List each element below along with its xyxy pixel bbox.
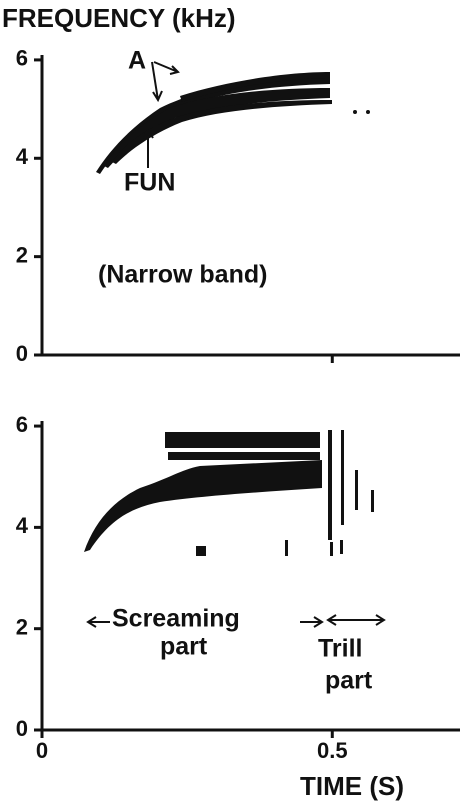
annotation: (Narrow band) <box>98 261 267 289</box>
arrow <box>142 128 154 168</box>
annotation: part <box>160 633 208 661</box>
annotation: Screaming <box>112 605 240 633</box>
y-tick-label: 2 <box>16 615 28 640</box>
x-tick-label: 0 <box>36 738 48 763</box>
annotation: part <box>325 667 373 695</box>
y-tick-label: 0 <box>16 716 28 741</box>
annotation: A <box>128 47 146 75</box>
x-tick-label: 0.5 <box>317 738 348 763</box>
y-tick-label: 6 <box>16 46 28 71</box>
y-axis-title: FREQUENCY (kHz) <box>2 3 236 33</box>
arrow <box>86 614 386 628</box>
y-tick-label: 2 <box>16 242 28 267</box>
annotation: Trill <box>318 635 362 663</box>
arrow <box>151 61 180 103</box>
y-tick-label: 4 <box>16 513 29 538</box>
x-axis-title: TIME (S) <box>300 771 404 801</box>
y-tick-label: 4 <box>16 144 29 169</box>
y-tick-label: 6 <box>16 412 28 437</box>
spectrogram-trace <box>84 430 374 556</box>
annotation: FUN <box>124 169 175 197</box>
spectrogram-trace <box>96 72 370 174</box>
y-tick-label: 0 <box>16 341 28 366</box>
